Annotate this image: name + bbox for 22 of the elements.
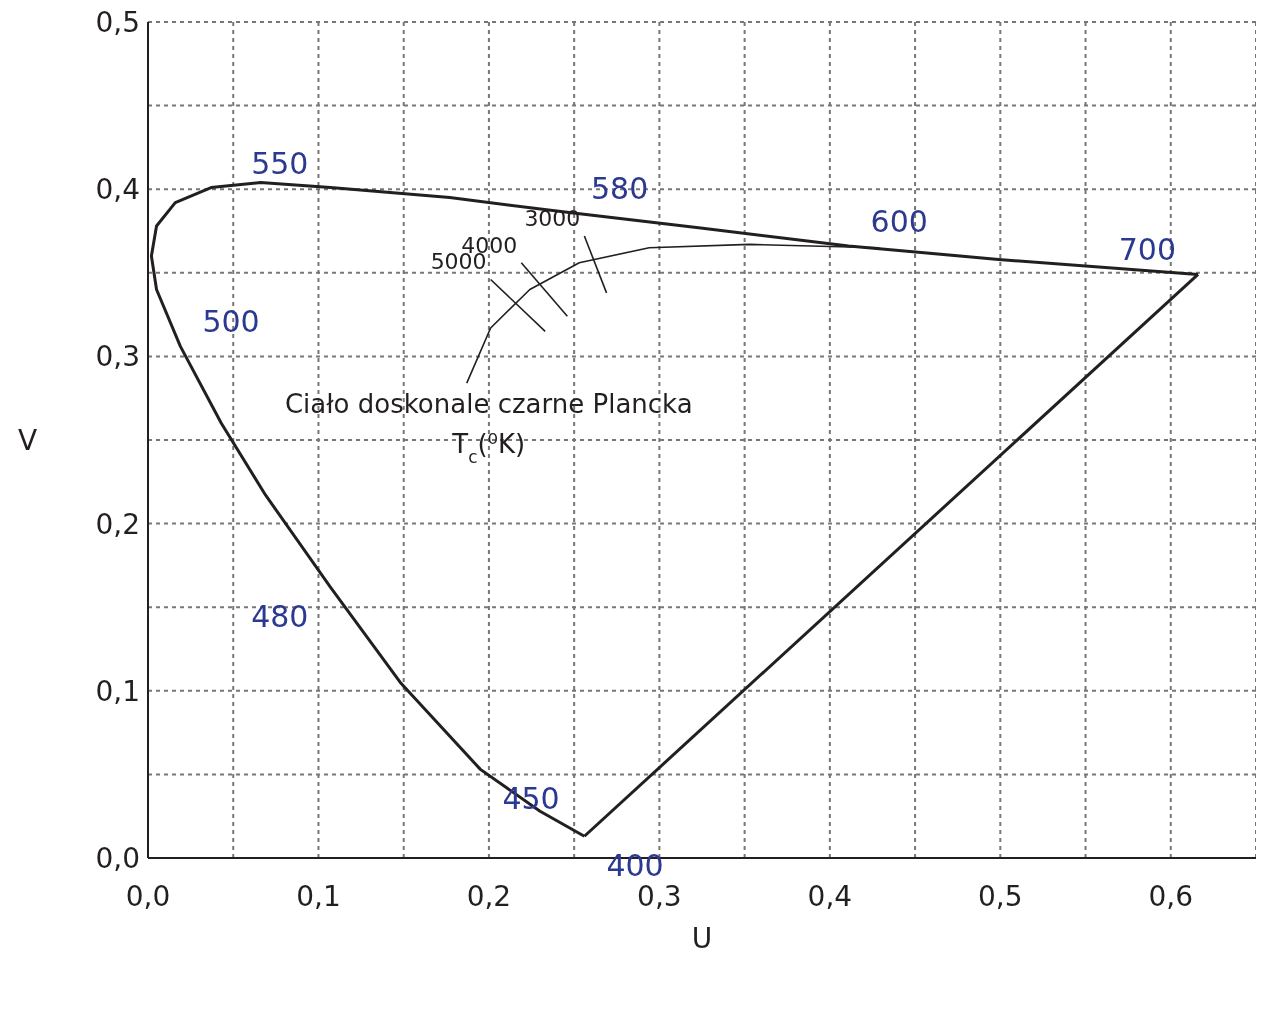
series-label: Ciało doskonale czarne Plancka: [284, 389, 693, 420]
x-tick-label: 0,6: [1148, 880, 1194, 913]
x-tick-label: 0,0: [125, 880, 171, 913]
annotation: 700: [1118, 232, 1177, 268]
y-axis-title: V: [18, 423, 38, 457]
x-tick-label: 0,1: [296, 880, 341, 913]
x-tick-label: 0,2: [466, 880, 512, 913]
x-tick-label: 0,4: [807, 880, 853, 913]
annotation: 550: [251, 145, 309, 181]
y-tick-label: 0,4: [95, 173, 140, 207]
y-tick-label: 0,3: [95, 340, 140, 374]
x-axis-title: U: [691, 922, 713, 955]
y-tick-label: 0,5: [95, 6, 140, 39]
y-tick-label: 0,2: [95, 507, 140, 541]
annotation: 600: [870, 204, 928, 240]
y-tick-label: 0,0: [95, 842, 140, 875]
annotation: 480: [251, 599, 309, 635]
x-tick-label: 0,5: [978, 880, 1023, 913]
annotation: 580: [591, 170, 649, 206]
y-tick-label: 0,1: [95, 674, 140, 708]
annotation: 500: [202, 304, 260, 340]
annotation: T$_{c}$(⁰K): [451, 429, 526, 468]
